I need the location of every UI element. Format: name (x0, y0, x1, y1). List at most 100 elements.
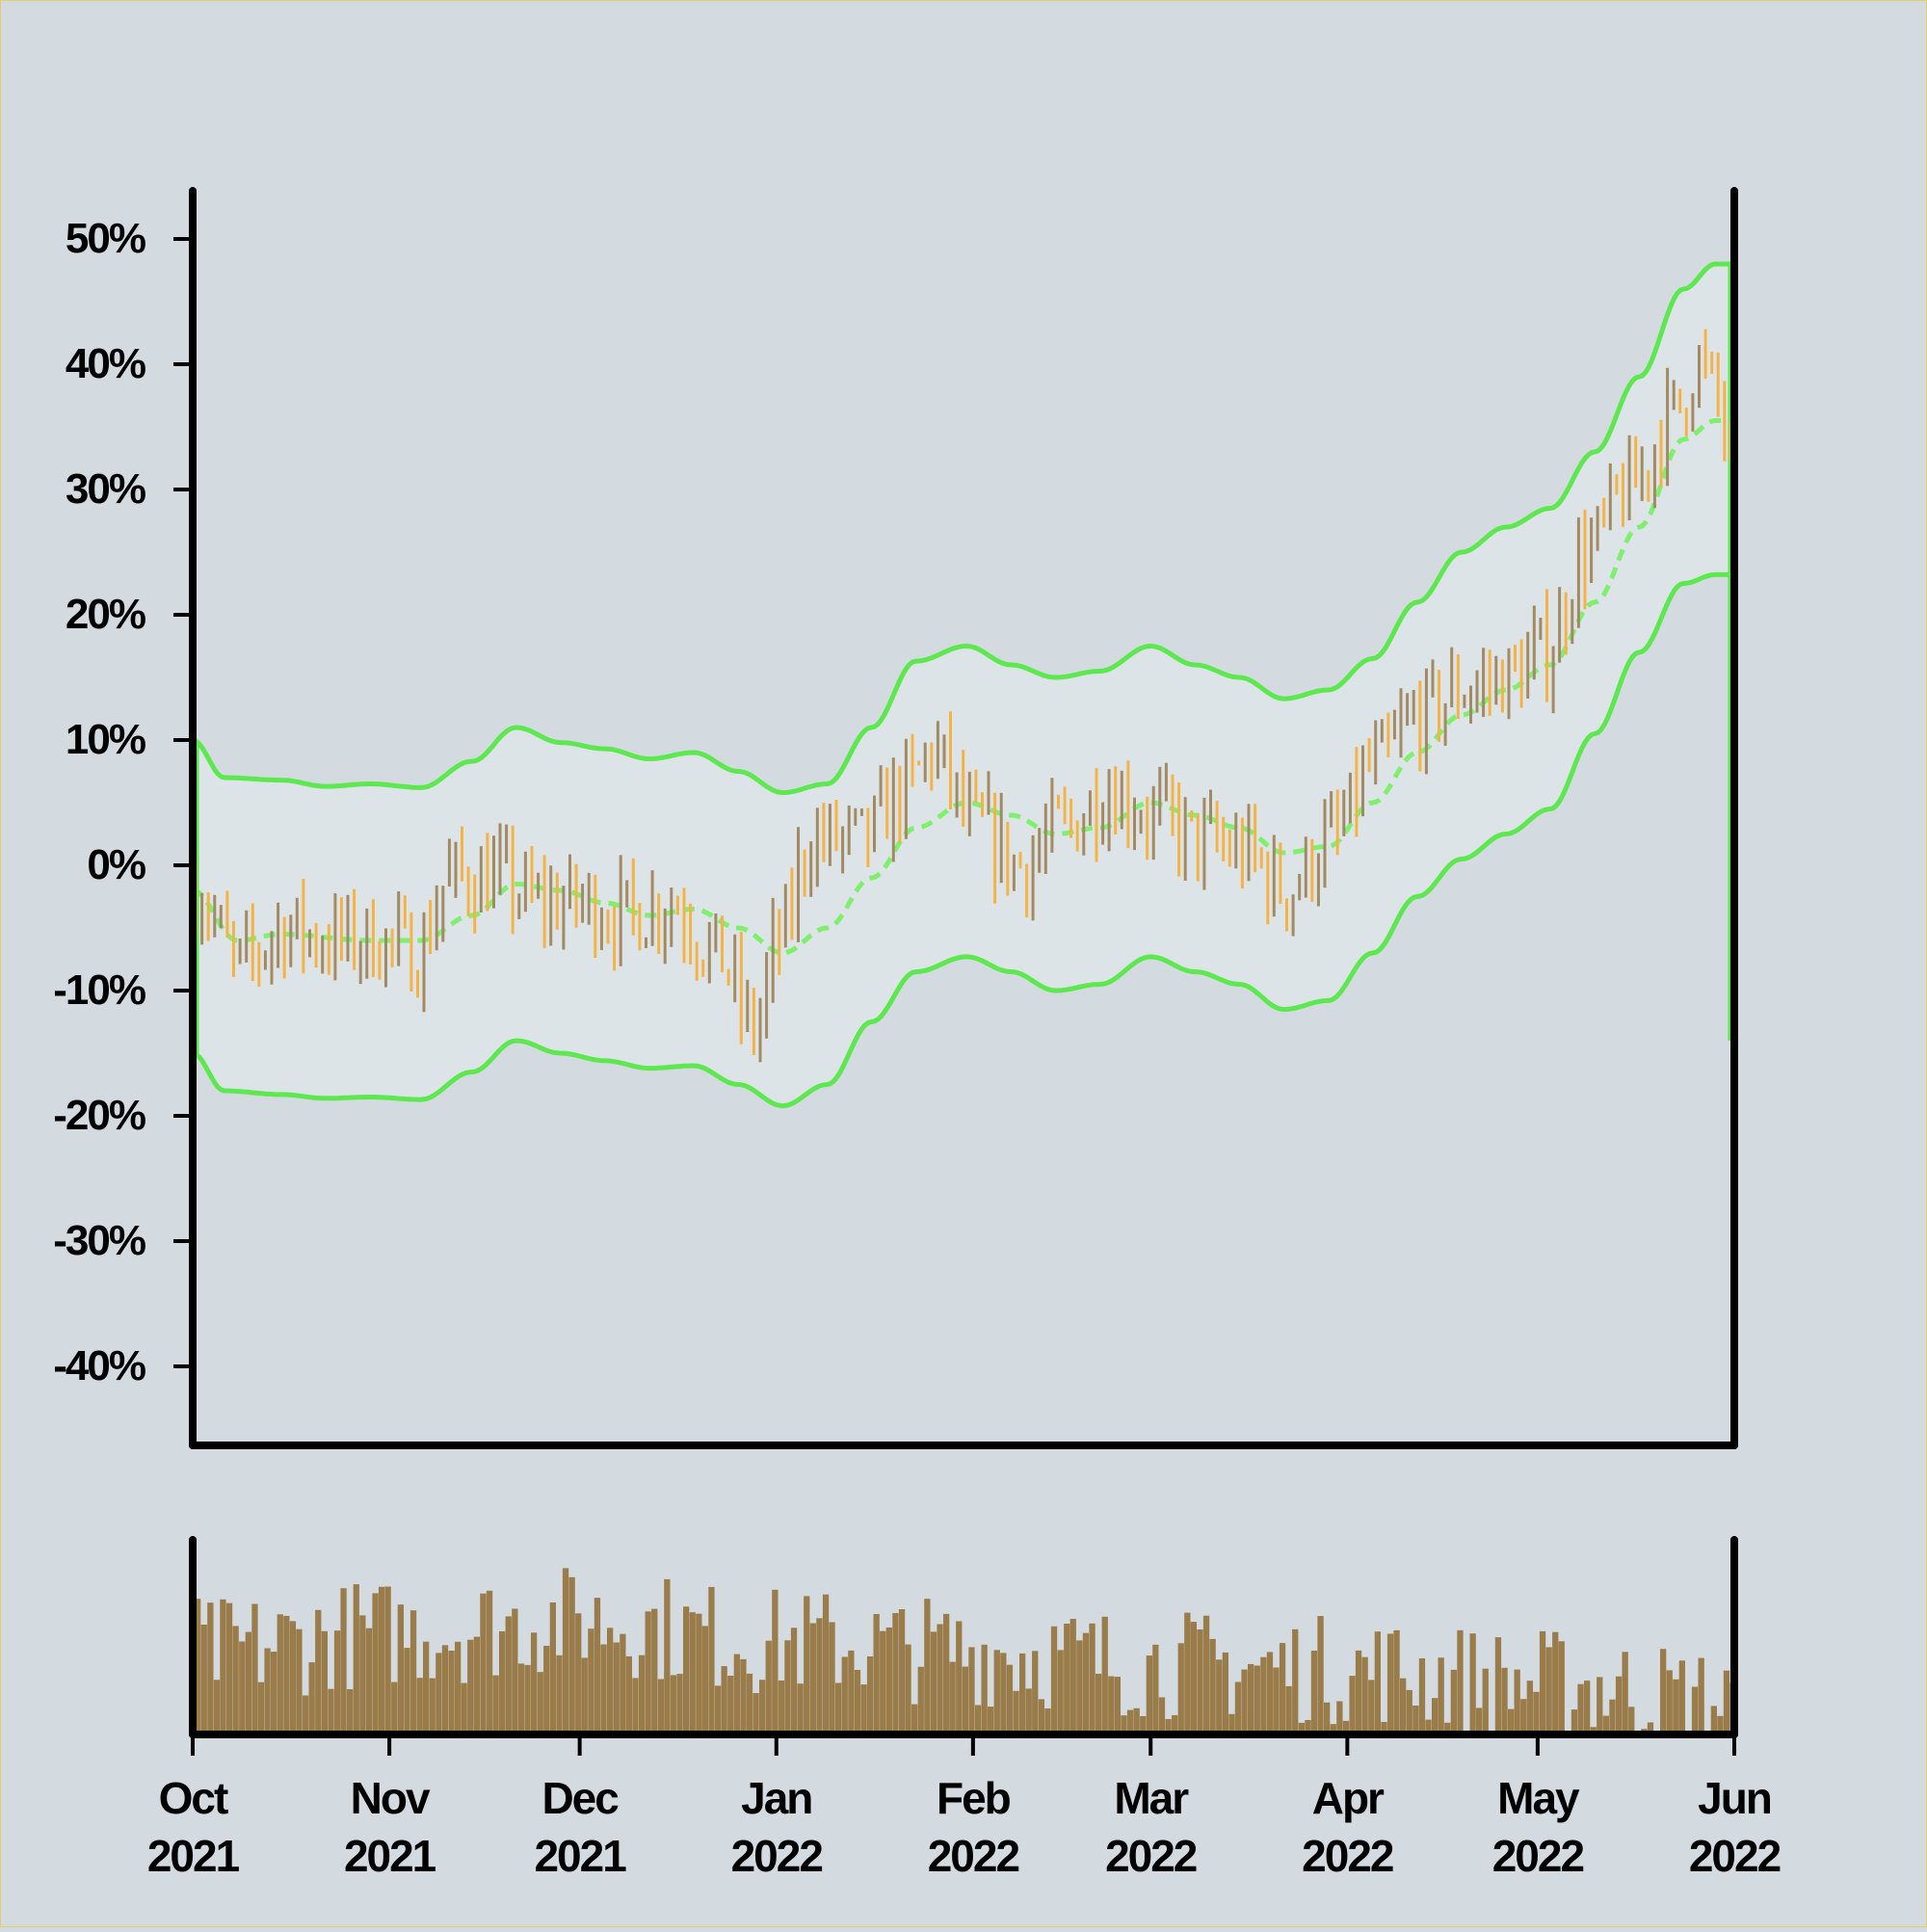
volume-bar (372, 1593, 379, 1734)
volume-bar (797, 1683, 804, 1734)
axis-layer (189, 187, 1738, 1738)
volume-bar (1025, 1688, 1032, 1734)
volume-bar (664, 1578, 671, 1734)
volume-bar (943, 1613, 950, 1734)
volume-bar (409, 1610, 417, 1734)
volume-bar (1609, 1699, 1616, 1734)
volume-bar (848, 1650, 855, 1734)
volume-bar (651, 1608, 658, 1734)
volume-bar (289, 1621, 297, 1734)
y-tick-label: -10% (53, 966, 145, 1014)
volume-bar (740, 1658, 747, 1734)
volume-bar (1298, 1722, 1305, 1734)
volume-bar (1545, 1647, 1552, 1734)
volume-bar (784, 1640, 791, 1734)
volume-bar (866, 1656, 874, 1734)
volume-bar (1615, 1676, 1623, 1734)
volume-bar (917, 1666, 924, 1734)
volume-bar (441, 1645, 449, 1734)
volume-bar (1165, 1719, 1172, 1734)
volume-bar (1228, 1713, 1235, 1734)
volume-bar (283, 1615, 290, 1734)
volume-bar (353, 1584, 359, 1734)
volume-bar (581, 1657, 588, 1734)
volume-bar (1710, 1706, 1717, 1734)
volume-bar (1539, 1630, 1546, 1734)
volume-bar (804, 1596, 810, 1734)
volume-bar (809, 1623, 816, 1734)
volume-bar (1266, 1652, 1274, 1734)
y-tick-label: 10% (66, 716, 145, 763)
volume-bar (968, 1647, 975, 1734)
volume-bar (1172, 1715, 1178, 1734)
x-tick-month: Feb (937, 1773, 1011, 1823)
volume-bar (1330, 1724, 1336, 1734)
volume-bar (733, 1654, 740, 1734)
volume-bar (1660, 1649, 1667, 1734)
y-tick-label: -30% (53, 1217, 145, 1264)
volume-bar (257, 1681, 265, 1734)
volume-bar (1057, 1650, 1064, 1734)
volume-bar (271, 1652, 277, 1734)
volume-bar (512, 1608, 518, 1734)
volume-bar (1361, 1656, 1368, 1734)
volume-bar (588, 1628, 594, 1734)
volume-bar (1260, 1656, 1267, 1734)
x-tick-year: 2021 (534, 1831, 626, 1881)
volume-bar (835, 1682, 842, 1734)
volume-bar (1514, 1669, 1520, 1734)
volume-bar (1526, 1681, 1533, 1734)
volume-bar (1064, 1624, 1070, 1734)
volume-bar (1552, 1631, 1559, 1734)
volume-bar (207, 1602, 214, 1734)
x-tick-year: 2022 (731, 1831, 823, 1881)
volume-bar (607, 1628, 614, 1734)
volume-bar (898, 1609, 906, 1734)
volume-bar (213, 1680, 221, 1734)
volume-bar (752, 1693, 759, 1734)
volume-bar (1197, 1629, 1203, 1734)
x-tick-month: May (1497, 1773, 1580, 1823)
volume-bar (1673, 1679, 1679, 1734)
volume-bar (1317, 1616, 1324, 1734)
volume-bar (531, 1632, 538, 1734)
volume-bar (708, 1586, 715, 1734)
x-tick-month: Nov (351, 1773, 431, 1823)
volume-bar (1241, 1669, 1248, 1734)
volume-bar (873, 1614, 880, 1734)
bollinger-lower-line (192, 571, 1734, 1109)
volume-bar (473, 1636, 480, 1734)
volume-bar (448, 1651, 455, 1734)
y-tick-label: 0% (87, 841, 145, 888)
volume-bar (1158, 1697, 1166, 1734)
volume-bar (1438, 1657, 1444, 1734)
volume-bar (1222, 1652, 1228, 1734)
volume-bar (1698, 1657, 1704, 1734)
volume-bar (841, 1656, 848, 1734)
volume-bar (1305, 1720, 1311, 1734)
volume-bar (296, 1628, 303, 1734)
volume-bar (1177, 1643, 1184, 1734)
volume-bar (600, 1644, 607, 1734)
volume-bar (1310, 1651, 1318, 1734)
volume-bar (1520, 1699, 1527, 1734)
volume-bar (1254, 1665, 1260, 1734)
volume-bar (1292, 1628, 1299, 1734)
volume-bar (404, 1648, 410, 1734)
volume-bar (1482, 1668, 1489, 1734)
volume-bar (962, 1666, 968, 1734)
volume-bar (568, 1576, 575, 1734)
volume-bar (1050, 1626, 1058, 1734)
volume-bar (264, 1648, 271, 1734)
volume-bar (302, 1695, 309, 1734)
volume-bar (492, 1675, 499, 1734)
volume-bar (1723, 1670, 1730, 1734)
volume-bar (1577, 1683, 1584, 1734)
volume-bar (1400, 1678, 1407, 1734)
volume-bar (429, 1678, 436, 1734)
volume-bar (1108, 1676, 1115, 1734)
volume-bar (924, 1599, 931, 1734)
volume-bar (1152, 1644, 1159, 1734)
volume-bar (1368, 1680, 1375, 1734)
